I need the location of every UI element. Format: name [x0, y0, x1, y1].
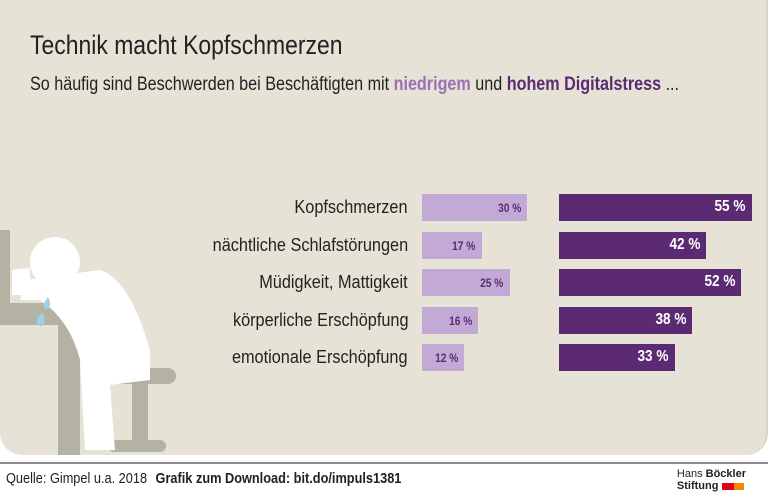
subtitle-text: ... [661, 74, 680, 95]
exhausted-worker-illustration [0, 230, 176, 455]
data-label: 38 % [655, 311, 686, 328]
footer-divider [0, 462, 768, 464]
category-label: emotionale Erschöpfung [232, 346, 408, 367]
data-label: 30 % [497, 201, 521, 215]
subtitle-text: So häufig sind Beschwerden bei Beschäfti… [30, 74, 394, 95]
category-label: nächtliche Schlafstörungen [212, 234, 408, 255]
chart-title: Technik macht Kopfschmerzen [30, 30, 343, 60]
hans-boeckler-logo: Hans Böckler Stiftung [676, 468, 746, 492]
low-stress-bar: 12 % [422, 344, 464, 371]
low-stress-bar: 25 % [422, 269, 510, 296]
data-label: 17 % [452, 239, 476, 253]
category-label: Müdigkeit, Mattigkeit [259, 271, 408, 292]
data-label: 33 % [637, 348, 669, 365]
low-stress-bar: 17 % [422, 232, 482, 259]
high-stress-bar: 33 % [559, 344, 675, 371]
data-label: 16 % [448, 314, 472, 328]
category-label: körperliche Erschöpfung [232, 309, 408, 330]
legend-high: hohem Digitalstress [506, 74, 662, 95]
data-label: 12 % [434, 351, 458, 365]
category-label: Kopfschmerzen [294, 196, 408, 217]
data-label: 55 % [714, 198, 746, 215]
footer: Quelle: Gimpel u.a. 2018 Grafik zum Downl… [6, 470, 401, 487]
high-stress-bar: 55 % [559, 194, 752, 221]
data-label: 42 % [669, 236, 700, 253]
legend-low: niedrigem [393, 74, 471, 95]
data-label: 52 % [704, 273, 735, 290]
download-link[interactable]: Grafik zum Download: bit.do/impuls1381 [155, 470, 402, 487]
high-stress-bar: 42 % [559, 232, 706, 259]
high-stress-bar: 52 % [559, 269, 741, 296]
high-stress-bar: 38 % [559, 307, 692, 334]
data-label: 25 % [480, 276, 504, 290]
low-stress-bar: 30 % [422, 194, 527, 221]
subtitle-text: und [470, 74, 507, 95]
chart-subtitle: So häufig sind Beschwerden bei Beschäfti… [30, 74, 679, 96]
low-stress-bar: 16 % [422, 307, 478, 334]
source-text: Quelle: Gimpel u.a. 2018 [6, 470, 148, 487]
